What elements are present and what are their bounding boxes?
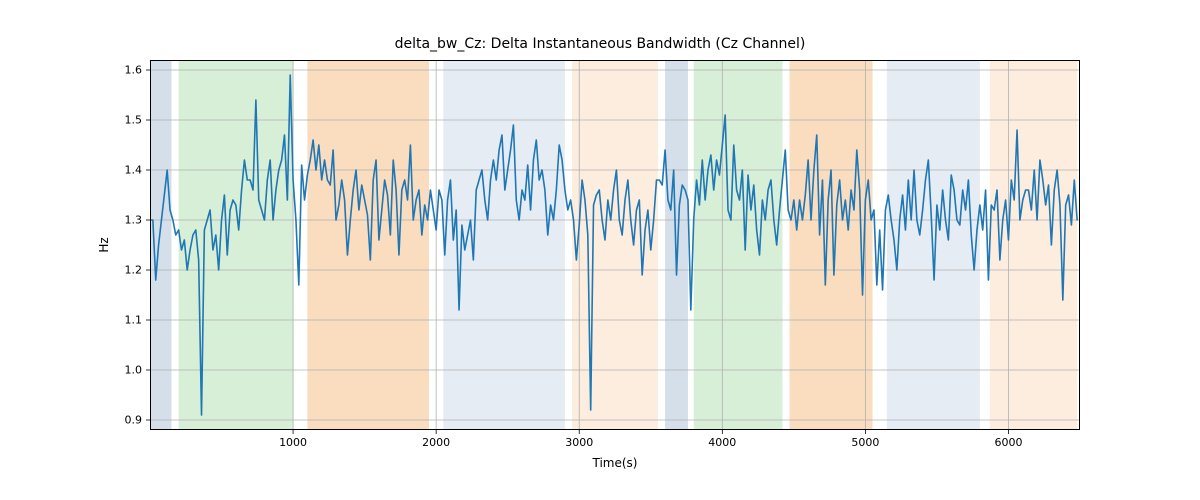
- x-tick-label: 2000: [422, 436, 450, 449]
- y-tick-label: 0.9: [125, 414, 143, 427]
- y-tick-label: 1.4: [125, 164, 143, 177]
- x-tick-label: 4000: [708, 436, 736, 449]
- y-axis-label: Hz: [97, 237, 111, 252]
- y-tick-label: 1.6: [125, 64, 143, 77]
- y-tick-label: 1.3: [125, 214, 143, 227]
- figure: delta_bw_Cz: Delta Instantaneous Bandwid…: [0, 0, 1200, 500]
- chart-title: delta_bw_Cz: Delta Instantaneous Bandwid…: [0, 36, 1200, 52]
- plot-area: [150, 60, 1080, 430]
- x-tick-label: 1000: [279, 436, 307, 449]
- y-tick-label: 1.5: [125, 114, 143, 127]
- y-tick-label: 1.0: [125, 364, 143, 377]
- x-tick-label: 5000: [851, 436, 879, 449]
- x-axis-label: Time(s): [593, 456, 638, 470]
- plot-svg: [150, 60, 1080, 430]
- x-tick-label: 6000: [994, 436, 1022, 449]
- y-tick-label: 1.2: [125, 264, 143, 277]
- x-tick-label: 3000: [565, 436, 593, 449]
- y-tick-label: 1.1: [125, 314, 143, 327]
